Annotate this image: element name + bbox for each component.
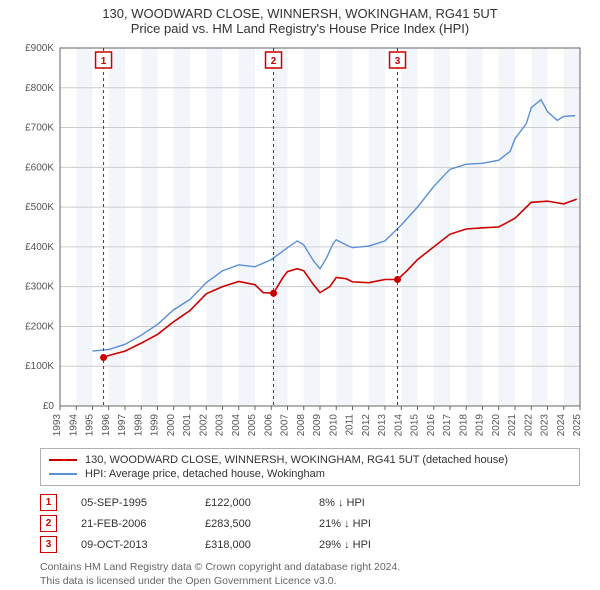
sale-row: 1 05-SEP-1995 £122,000 8% ↓ HPI [40, 492, 580, 513]
price-chart: £0 £100K £200K £300K £400K £500K £600K £700K £80… [10, 40, 590, 440]
title-line-1: 130, WOODWARD CLOSE, WINNERSH, WOKINGHAM… [10, 6, 590, 21]
svg-text:2010: 2010 [328, 414, 339, 437]
svg-text:2: 2 [271, 56, 277, 67]
svg-text:£400K: £400K [25, 242, 54, 253]
svg-text:1993: 1993 [52, 414, 63, 437]
footnote: Contains HM Land Registry data © Crown c… [40, 561, 580, 588]
legend-item: HPI: Average price, detached house, Woki… [49, 467, 571, 481]
svg-text:2011: 2011 [345, 414, 356, 436]
chart-svg: £0 £100K £200K £300K £400K £500K £600K £700K £80… [10, 40, 590, 440]
svg-text:2012: 2012 [361, 414, 372, 437]
svg-text:1997: 1997 [117, 414, 128, 437]
sale-hpi-delta: 29% ↓ HPI [319, 539, 409, 551]
svg-text:2021: 2021 [507, 414, 518, 437]
footnote-line-2: This data is licensed under the Open Gov… [40, 575, 580, 589]
svg-text:2005: 2005 [247, 414, 258, 437]
legend-swatch [49, 459, 77, 461]
svg-text:2022: 2022 [523, 414, 534, 437]
svg-text:2013: 2013 [377, 414, 388, 437]
svg-text:2002: 2002 [198, 414, 209, 437]
sales-table: 1 05-SEP-1995 £122,000 8% ↓ HPI 2 21-FEB-2006… [40, 492, 580, 555]
chart-legend: 130, WOODWARD CLOSE, WINNERSH, WOKINGHAM… [40, 448, 580, 486]
svg-text:1994: 1994 [68, 414, 79, 437]
svg-text:£700K: £700K [25, 123, 54, 134]
sale-price: £283,500 [205, 518, 295, 530]
sale-row: 3 09-OCT-2013 £318,000 29% ↓ HPI [40, 534, 580, 555]
svg-text:2009: 2009 [312, 414, 323, 437]
svg-text:£800K: £800K [25, 83, 54, 94]
svg-text:2006: 2006 [263, 414, 274, 437]
svg-text:2024: 2024 [556, 414, 567, 437]
svg-text:1996: 1996 [101, 414, 112, 437]
svg-text:1: 1 [101, 56, 107, 67]
svg-text:£200K: £200K [25, 321, 54, 332]
sale-row: 2 21-FEB-2006 £283,500 21% ↓ HPI [40, 513, 580, 534]
svg-text:2004: 2004 [231, 414, 242, 437]
svg-text:2008: 2008 [296, 414, 307, 437]
legend-item: 130, WOODWARD CLOSE, WINNERSH, WOKINGHAM… [49, 453, 571, 467]
svg-text:2014: 2014 [393, 414, 404, 437]
chart-title: 130, WOODWARD CLOSE, WINNERSH, WOKINGHAM… [0, 0, 600, 36]
svg-text:2018: 2018 [458, 414, 469, 437]
svg-text:2007: 2007 [280, 414, 291, 437]
svg-text:£500K: £500K [25, 202, 54, 213]
legend-label: HPI: Average price, detached house, Woki… [85, 468, 325, 480]
svg-text:2017: 2017 [442, 414, 453, 437]
svg-text:2000: 2000 [166, 414, 177, 437]
svg-text:3: 3 [395, 56, 401, 67]
footnote-line-1: Contains HM Land Registry data © Crown c… [40, 561, 580, 575]
svg-text:£100K: £100K [25, 361, 54, 372]
svg-text:£900K: £900K [25, 43, 54, 54]
sale-marker-icon: 3 [40, 536, 57, 553]
svg-text:£300K: £300K [25, 282, 54, 293]
sale-marker-icon: 2 [40, 515, 57, 532]
svg-text:1999: 1999 [150, 414, 161, 437]
sale-price: £122,000 [205, 497, 295, 509]
svg-text:2023: 2023 [540, 414, 551, 437]
svg-text:2001: 2001 [182, 414, 193, 437]
svg-text:£600K: £600K [25, 162, 54, 173]
svg-text:2015: 2015 [410, 414, 421, 437]
legend-swatch [49, 473, 77, 475]
svg-text:£0: £0 [43, 401, 55, 412]
sale-date: 05-SEP-1995 [81, 497, 181, 509]
svg-text:2025: 2025 [572, 414, 583, 437]
sale-date: 09-OCT-2013 [81, 539, 181, 551]
svg-text:2003: 2003 [215, 414, 226, 437]
sale-hpi-delta: 21% ↓ HPI [319, 518, 409, 530]
svg-text:2019: 2019 [475, 414, 486, 437]
svg-text:2020: 2020 [491, 414, 502, 437]
legend-label: 130, WOODWARD CLOSE, WINNERSH, WOKINGHAM… [85, 454, 508, 466]
sale-marker-icon: 1 [40, 494, 57, 511]
title-line-2: Price paid vs. HM Land Registry's House … [10, 21, 590, 36]
svg-text:1995: 1995 [85, 414, 96, 437]
svg-text:1998: 1998 [133, 414, 144, 437]
svg-text:2016: 2016 [426, 414, 437, 437]
sale-date: 21-FEB-2006 [81, 518, 181, 530]
sale-price: £318,000 [205, 539, 295, 551]
sale-hpi-delta: 8% ↓ HPI [319, 497, 409, 509]
